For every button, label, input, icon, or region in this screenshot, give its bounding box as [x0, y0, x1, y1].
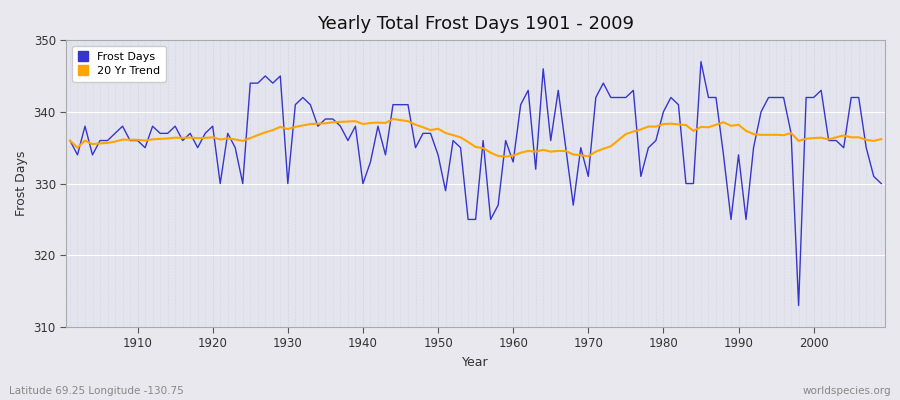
Title: Yearly Total Frost Days 1901 - 2009: Yearly Total Frost Days 1901 - 2009 — [317, 15, 634, 33]
Legend: Frost Days, 20 Yr Trend: Frost Days, 20 Yr Trend — [72, 46, 166, 82]
Text: worldspecies.org: worldspecies.org — [803, 386, 891, 396]
X-axis label: Year: Year — [463, 356, 489, 369]
Y-axis label: Frost Days: Frost Days — [15, 151, 28, 216]
Text: Latitude 69.25 Longitude -130.75: Latitude 69.25 Longitude -130.75 — [9, 386, 184, 396]
